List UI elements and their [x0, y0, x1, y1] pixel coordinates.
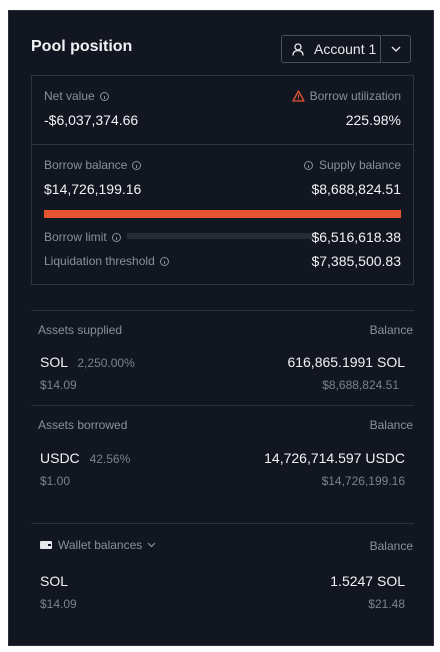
- wallet-icon: [40, 541, 52, 549]
- asset-percent: 2,250.00%: [77, 356, 135, 370]
- asset-usd-value: $8,688,824.51: [322, 378, 399, 392]
- borrowed-balance-heading: Balance: [369, 418, 413, 432]
- info-icon[interactable]: [111, 232, 121, 242]
- page-title: Pool position: [31, 38, 133, 55]
- borrow-utilization-bar: [44, 210, 401, 218]
- borrow-balance-value: $14,726,199.16: [44, 181, 142, 197]
- info-icon[interactable]: [303, 160, 313, 170]
- borrow-limit-label-text: Borrow limit: [44, 230, 107, 244]
- wallet-balance-heading: Balance: [369, 539, 413, 553]
- info-icon[interactable]: [159, 256, 169, 266]
- info-icon[interactable]: [99, 91, 109, 101]
- asset-amount: 616,865.1991 SOL: [287, 354, 405, 370]
- asset-symbol: SOL: [40, 354, 68, 370]
- asset-amount: 1.5247 SOL: [330, 573, 405, 589]
- borrow-limit-value: $6,516,618.38: [311, 229, 401, 245]
- position-summary-box: Net value -$6,037,374.66 Borrow utilizat…: [31, 75, 414, 285]
- supplied-asset-row[interactable]: SOL 2,250.00%: [40, 354, 135, 370]
- supply-balance-label-text: Supply balance: [318, 158, 401, 172]
- asset-percent: 42.56%: [89, 452, 131, 466]
- supplied-balance-heading: Balance: [369, 323, 413, 337]
- divider: [32, 144, 413, 145]
- asset-usd-value: $21.48: [368, 597, 405, 611]
- borrowed-asset-row[interactable]: USDC 42.56%: [40, 450, 130, 466]
- borrow-limit-track: [127, 233, 317, 239]
- supply-balance-label: Supply balance: [303, 158, 401, 172]
- net-value-label-text: Net value: [44, 89, 95, 103]
- section-divider: [31, 310, 414, 311]
- borrow-balance-label: Borrow balance: [44, 158, 142, 172]
- asset-usd-value: $14,726,199.16: [321, 474, 405, 488]
- assets-supplied-heading: Assets supplied: [38, 323, 123, 337]
- asset-price: $1.00: [40, 474, 71, 488]
- account-selector-button[interactable]: Account 1: [281, 35, 381, 63]
- wallet-balances-toggle[interactable]: Wallet balances: [40, 538, 156, 552]
- user-icon: [292, 42, 304, 56]
- account-label: Account 1: [314, 41, 377, 57]
- wallet-balances-heading: Wallet balances: [58, 538, 143, 552]
- pool-position-panel: Pool position Account 1 Net value -$6,03…: [8, 10, 434, 646]
- assets-borrowed-heading: Assets borrowed: [38, 418, 128, 432]
- wallet-asset-symbol[interactable]: SOL: [40, 573, 69, 589]
- account-dropdown-toggle[interactable]: [382, 35, 411, 63]
- panel-header: Pool position Account 1: [31, 35, 411, 63]
- net-value: -$6,037,374.66: [44, 112, 139, 128]
- borrow-utilization-label: Borrow utilization: [291, 89, 401, 103]
- net-value-label: Net value: [44, 89, 109, 103]
- borrow-balance-label-text: Borrow balance: [44, 158, 128, 172]
- liquidation-threshold-value: $7,385,500.83: [311, 253, 401, 269]
- asset-price: $14.09: [40, 378, 77, 392]
- borrow-limit-label: Borrow limit: [44, 230, 121, 244]
- section-divider: [31, 523, 414, 524]
- chevron-down-icon: [147, 542, 156, 548]
- borrow-utilization-label-text: Borrow utilization: [309, 89, 401, 103]
- asset-symbol: USDC: [40, 450, 80, 466]
- supply-balance-value: $8,688,824.51: [311, 181, 401, 197]
- liquidation-threshold-label-text: Liquidation threshold: [44, 254, 155, 268]
- liquidation-threshold-label: Liquidation threshold: [44, 254, 169, 268]
- info-icon[interactable]: [132, 160, 142, 170]
- asset-amount: 14,726,714.597 USDC: [264, 450, 405, 466]
- asset-price: $14.09: [40, 597, 77, 611]
- section-divider: [31, 405, 414, 406]
- chevron-down-icon: [391, 46, 401, 52]
- warning-icon: [291, 90, 305, 102]
- borrow-utilization-value: 225.98%: [345, 112, 401, 128]
